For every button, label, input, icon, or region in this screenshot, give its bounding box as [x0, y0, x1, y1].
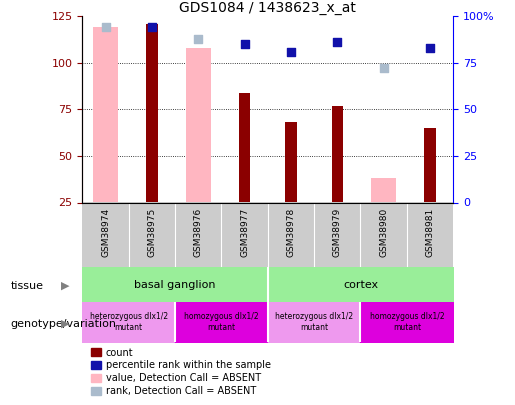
Text: basal ganglion: basal ganglion: [134, 279, 216, 290]
Text: GSM38978: GSM38978: [286, 208, 296, 257]
Text: GSM38977: GSM38977: [240, 208, 249, 257]
Point: [101, 24, 110, 31]
Text: ▶: ▶: [61, 281, 70, 290]
Title: GDS1084 / 1438623_x_at: GDS1084 / 1438623_x_at: [179, 1, 356, 15]
Point: [148, 24, 156, 31]
Text: homozygous dlx1/2
mutant: homozygous dlx1/2 mutant: [370, 312, 444, 332]
Point: [241, 41, 249, 47]
Text: GSM38979: GSM38979: [333, 208, 342, 257]
Text: ▶: ▶: [61, 319, 70, 329]
Text: genotype/variation: genotype/variation: [10, 319, 116, 329]
Bar: [332, 106, 343, 202]
Text: heterozygous dlx1/2
mutant: heterozygous dlx1/2 mutant: [275, 312, 353, 332]
Bar: [371, 178, 397, 202]
Text: heterozygous dlx1/2
mutant: heterozygous dlx1/2 mutant: [90, 312, 168, 332]
Bar: [285, 122, 297, 202]
Bar: [146, 23, 158, 202]
Bar: [239, 93, 250, 202]
Point: [194, 35, 202, 42]
Text: GSM38980: GSM38980: [379, 208, 388, 257]
Text: GSM38975: GSM38975: [147, 208, 157, 257]
Legend: count, percentile rank within the sample, value, Detection Call = ABSENT, rank, : count, percentile rank within the sample…: [87, 343, 274, 400]
Point: [426, 45, 434, 51]
Text: GSM38974: GSM38974: [101, 208, 110, 257]
Text: GSM38976: GSM38976: [194, 208, 203, 257]
Bar: [185, 48, 211, 202]
Text: cortex: cortex: [343, 279, 378, 290]
Bar: [93, 28, 118, 202]
Point: [333, 39, 341, 45]
Bar: [424, 128, 436, 202]
Point: [380, 65, 388, 72]
Text: homozygous dlx1/2
mutant: homozygous dlx1/2 mutant: [184, 312, 259, 332]
Text: tissue: tissue: [10, 281, 43, 290]
Text: GSM38981: GSM38981: [425, 208, 435, 257]
Point: [287, 48, 295, 55]
